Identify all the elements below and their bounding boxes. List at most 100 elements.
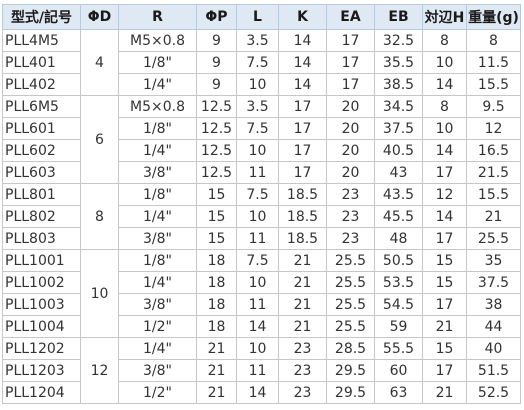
cell-k: 14: [278, 29, 327, 52]
table-row: PLL601 1/8" 12.5 7.5 17 20 37.5 10 12: [2, 117, 521, 140]
table-row: PLL402 1/4" 9 10 14 17 38.5 14 15.5: [2, 73, 521, 96]
cell-k: 18.5: [278, 183, 327, 206]
col-header-model: 型式/記号: [2, 4, 81, 30]
cell-eb: 55.5: [374, 337, 423, 360]
spec-table: 型式/記号 ΦD R ΦP L K EA EB 対辺H 重量(g) PLL4M5…: [2, 4, 521, 404]
col-header-l: L: [236, 4, 279, 30]
cell-r: 1/4": [118, 337, 197, 360]
cell-r: 3/8": [118, 161, 197, 184]
cell-model: PLL1003: [2, 293, 81, 316]
cell-ea: 25.5: [326, 293, 375, 316]
cell-r: 3/8": [118, 359, 197, 382]
cell-eb: 54.5: [374, 293, 423, 316]
table-row: PLL603 3/8" 12.5 11 17 20 43 17 21.5: [2, 161, 521, 184]
cell-weight: 16.5: [466, 139, 521, 162]
col-header-r: R: [118, 4, 197, 30]
cell-model: PLL1204: [2, 381, 81, 404]
cell-od: 10: [80, 249, 119, 338]
cell-ea: 17: [326, 51, 375, 74]
cell-k: 17: [278, 161, 327, 184]
cell-ea: 23: [326, 183, 375, 206]
cell-k: 18.5: [278, 205, 327, 228]
cell-eb: 59: [374, 315, 423, 338]
cell-l: 7.5: [236, 183, 279, 206]
cell-eb: 43.5: [374, 183, 423, 206]
cell-model: PLL1004: [2, 315, 81, 338]
cell-eb: 35.5: [374, 51, 423, 74]
cell-hex-h: 21: [422, 381, 467, 404]
table-row: PLL4M5 4 M5×0.8 9 3.5 14 17 32.5 8 8: [2, 29, 521, 96]
table-row: PLL802 1/4" 15 10 18.5 23 45.5 14 21: [2, 205, 521, 228]
cell-eb: 38.5: [374, 73, 423, 96]
cell-weight: 11.5: [466, 51, 521, 74]
cell-ea: 20: [326, 161, 375, 184]
col-header-od: ΦD: [80, 4, 119, 30]
cell-model: PLL1002: [2, 271, 81, 294]
cell-phi-p: 21: [196, 359, 237, 382]
table-row: PLL602 1/4" 12.5 10 17 20 40.5 14 16.5: [2, 139, 521, 162]
cell-l: 11: [236, 227, 279, 250]
table-row: PLL1203 3/8" 21 11 23 29.5 60 17 51.5: [2, 359, 521, 382]
cell-hex-h: 12: [422, 183, 467, 206]
cell-weight: 15.5: [466, 183, 521, 206]
cell-r: 1/4": [118, 139, 197, 162]
cell-phi-p: 9: [196, 51, 237, 74]
cell-weight: 21.5: [466, 161, 521, 184]
cell-weight: 8: [466, 29, 521, 52]
cell-phi-p: 15: [196, 227, 237, 250]
cell-l: 7.5: [236, 117, 279, 140]
cell-ea: 29.5: [326, 359, 375, 382]
cell-phi-p: 15: [196, 183, 237, 206]
cell-r: 1/8": [118, 183, 197, 206]
cell-k: 14: [278, 51, 327, 74]
table-row: PLL803 3/8" 15 11 18.5 23 48 17 25.5: [2, 227, 521, 250]
cell-model: PLL603: [2, 161, 81, 184]
cell-model: PLL402: [2, 73, 81, 96]
cell-weight: 44: [466, 315, 521, 338]
cell-weight: 35: [466, 249, 521, 272]
cell-eb: 48: [374, 227, 423, 250]
cell-model: PLL6M5: [2, 95, 81, 118]
cell-r: 1/4": [118, 73, 197, 96]
cell-eb: 43: [374, 161, 423, 184]
cell-eb: 32.5: [374, 29, 423, 52]
cell-phi-p: 12.5: [196, 139, 237, 162]
cell-hex-h: 17: [422, 359, 467, 382]
cell-ea: 20: [326, 117, 375, 140]
cell-l: 10: [236, 337, 279, 360]
cell-ea: 25.5: [326, 315, 375, 338]
table-row: PLL1001 10 1/8" 18 7.5 21 25.5 50.5 15 35: [2, 249, 521, 338]
cell-hex-h: 8: [422, 29, 467, 52]
cell-l: 3.5: [236, 95, 279, 118]
table-row: PLL801 8 1/8" 15 7.5 18.5 23 43.5 12 15.5: [2, 183, 521, 250]
cell-phi-p: 9: [196, 73, 237, 96]
col-header-hex-h: 対辺H: [422, 4, 467, 30]
cell-r: 3/8": [118, 293, 197, 316]
table-row: PLL1003 3/8" 18 11 21 25.5 54.5 17 38: [2, 293, 521, 316]
cell-hex-h: 14: [422, 73, 467, 96]
col-header-weight: 重量(g): [466, 4, 521, 30]
cell-k: 23: [278, 381, 327, 404]
cell-k: 14: [278, 73, 327, 96]
cell-ea: 28.5: [326, 337, 375, 360]
col-header-phi-p: ΦP: [196, 4, 237, 30]
cell-l: 7.5: [236, 51, 279, 74]
cell-weight: 38: [466, 293, 521, 316]
cell-model: PLL401: [2, 51, 81, 74]
cell-r: 1/8": [118, 51, 197, 74]
cell-eb: 45.5: [374, 205, 423, 228]
cell-model: PLL801: [2, 183, 81, 206]
cell-r: 1/4": [118, 271, 197, 294]
cell-weight: 25.5: [466, 227, 521, 250]
cell-k: 21: [278, 293, 327, 316]
cell-weight: 12: [466, 117, 521, 140]
cell-hex-h: 17: [422, 161, 467, 184]
cell-ea: 20: [326, 139, 375, 162]
cell-phi-p: 18: [196, 315, 237, 338]
table-body: PLL4M5 4 M5×0.8 9 3.5 14 17 32.5 8 8 PLL401 1/8" 9 7.…: [2, 29, 521, 404]
cell-k: 18.5: [278, 227, 327, 250]
cell-phi-p: 21: [196, 381, 237, 404]
cell-eb: 50.5: [374, 249, 423, 272]
cell-weight: 9.5: [466, 95, 521, 118]
cell-ea: 17: [326, 29, 375, 52]
